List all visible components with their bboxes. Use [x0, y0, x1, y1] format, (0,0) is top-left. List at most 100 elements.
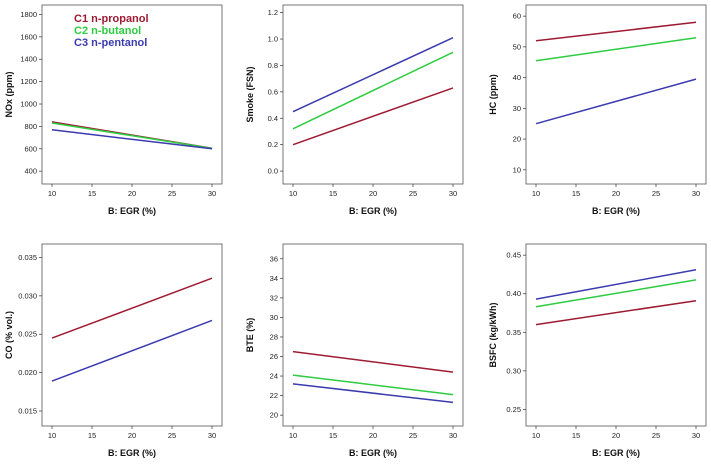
- x-tick-label: 25: [652, 431, 660, 440]
- chart-smoke: 10 15 20 25 30 0.0 0.2 0.4 0.6 0.8 1.0 1.2 B: EGR (%…: [245, 4, 464, 216]
- y-axis-label: Smoke (FSN): [245, 66, 255, 122]
- y-tick-label: 30: [270, 313, 278, 322]
- y-tick-label: 0.45: [506, 251, 521, 260]
- plot-frame: [525, 243, 707, 427]
- plot-frame: [282, 243, 464, 427]
- y-tick-label: 60: [513, 12, 521, 21]
- x-axis-label: B: EGR (%): [349, 448, 397, 458]
- x-tick-label: 20: [128, 431, 136, 440]
- x-axis-label: B: EGR (%): [592, 206, 640, 216]
- x-tick-label: 20: [612, 431, 620, 440]
- x-tick-label: 15: [88, 189, 96, 198]
- series-line-c2: [535, 279, 697, 308]
- series-line-c2: [292, 374, 454, 396]
- y-tick-label: 0.035: [18, 253, 37, 262]
- x-axis-label: B: EGR (%): [108, 206, 156, 216]
- y-tick-label: 10: [513, 165, 521, 174]
- x-tick-label: 30: [449, 431, 457, 440]
- chart-hc: 10 15 20 25 30 10 20 30 40 50 60 B: EGR (%) HC (ppm): [488, 4, 707, 216]
- x-tick-label: 30: [208, 431, 216, 440]
- y-tick-label: 32: [270, 293, 278, 302]
- x-tick-label: 20: [128, 189, 136, 198]
- y-tick-label: 1800: [20, 10, 37, 19]
- plot-frame: [41, 4, 223, 185]
- y-tick-label: 0.2: [268, 140, 278, 149]
- series-line-c2: [292, 51, 454, 130]
- y-tick-label: 40: [513, 73, 521, 82]
- x-axis-label: B: EGR (%): [592, 448, 640, 458]
- y-tick-label: 400: [24, 167, 37, 176]
- x-tick-label: 25: [168, 189, 176, 198]
- x-tick-label: 10: [532, 189, 540, 198]
- y-tick-label: 1400: [20, 55, 37, 64]
- y-tick-label: 20: [513, 135, 521, 144]
- x-axis-label: B: EGR (%): [349, 206, 397, 216]
- x-tick-label: 25: [409, 431, 417, 440]
- x-tick-label: 10: [48, 431, 56, 440]
- y-tick-label: 1000: [20, 100, 37, 109]
- x-tick-label: 15: [88, 431, 96, 440]
- series-line-c1: [292, 87, 454, 146]
- legend-entry-c3: C3 n-pentanol: [74, 37, 147, 49]
- y-tick-label: 0.35: [506, 328, 521, 337]
- x-tick-label: 30: [449, 189, 457, 198]
- y-axis-label: BTE (%): [245, 318, 255, 353]
- y-tick-label: 26: [270, 352, 278, 361]
- x-tick-label: 20: [369, 189, 377, 198]
- y-tick-label: 34: [270, 274, 278, 283]
- x-tick-label: 20: [612, 189, 620, 198]
- x-tick-label: 20: [369, 431, 377, 440]
- series-line-c3: [535, 269, 697, 300]
- x-tick-label: 10: [289, 189, 297, 198]
- x-tick-label: 30: [692, 189, 700, 198]
- y-tick-label: 0.015: [18, 407, 37, 416]
- y-tick-label: 1600: [20, 32, 37, 41]
- y-tick-label: 0.025: [18, 330, 37, 339]
- x-tick-label: 30: [208, 189, 216, 198]
- legend-entry-c2: C2 n-butanol: [74, 25, 141, 37]
- x-tick-label: 25: [409, 189, 417, 198]
- series-line-c2: [535, 36, 697, 62]
- plot-frame: [525, 4, 707, 185]
- x-tick-label: 25: [652, 189, 660, 198]
- series-line-c3: [292, 37, 454, 113]
- y-tick-label: 0.4: [268, 114, 278, 123]
- series-line-c3: [51, 319, 213, 382]
- y-tick-label: 50: [513, 42, 521, 51]
- x-axis-label: B: EGR (%): [108, 448, 156, 458]
- chart-co: 10 15 20 25 30 0.015 0.020 0.025 0.030 0.035 B: EG…: [4, 243, 223, 458]
- y-tick-label: 1200: [20, 77, 37, 86]
- x-tick-label: 15: [572, 189, 580, 198]
- series-line-c1: [535, 21, 697, 42]
- y-tick-label: 0.020: [18, 368, 37, 377]
- y-tick-label: 0.40: [506, 289, 521, 298]
- x-tick-label: 25: [168, 431, 176, 440]
- y-tick-label: 0.25: [506, 405, 521, 414]
- plot-frame: [41, 243, 223, 427]
- y-tick-label: 24: [270, 372, 278, 381]
- series-line-c3: [535, 78, 697, 125]
- x-tick-label: 30: [692, 431, 700, 440]
- series-line-c1: [292, 350, 454, 373]
- x-tick-label: 15: [329, 431, 337, 440]
- y-axis-label: CO (% vol.): [4, 311, 14, 359]
- series-line-c3: [292, 383, 454, 404]
- y-tick-label: 30: [513, 104, 521, 113]
- y-tick-label: 0.8: [268, 61, 278, 70]
- x-tick-label: 15: [572, 431, 580, 440]
- chart-bte: 10 15 20 25 30 20 22 24 26 28 30 32 34 36 B: EGR (%) BT…: [245, 243, 464, 458]
- x-tick-label: 10: [532, 431, 540, 440]
- y-axis-label: NOx (ppm): [4, 71, 14, 117]
- series-line-c3: [51, 129, 213, 150]
- x-tick-label: 10: [48, 189, 56, 198]
- x-tick-label: 10: [289, 431, 297, 440]
- series-line-c1: [51, 277, 213, 339]
- y-tick-label: 22: [270, 391, 278, 400]
- y-tick-label: 0.030: [18, 291, 37, 300]
- series-line-c1: [535, 299, 697, 326]
- y-tick-label: 600: [24, 144, 37, 153]
- y-axis-label: BSFC (kg/kWh): [488, 303, 498, 368]
- legend-entry-c1: C1 n-propanol: [74, 13, 149, 25]
- series-line-c2: [51, 122, 213, 150]
